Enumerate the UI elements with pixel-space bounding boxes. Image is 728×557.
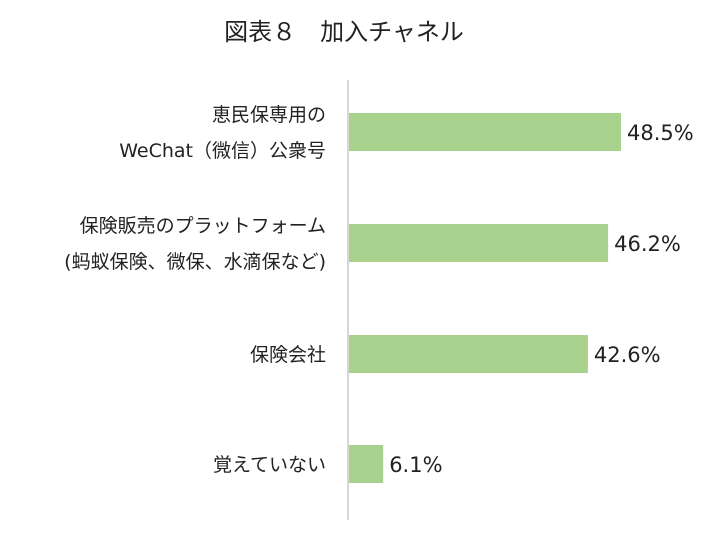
category-label-3-line-1: 保険会社 (250, 344, 326, 366)
category-label-2-line-2: (蚂蚁保険、微保、水滴保など) (64, 251, 326, 273)
value-label-2: 46.2% (614, 232, 681, 256)
category-label-2-line-1: 保険販売のプラットフォーム (80, 215, 326, 237)
value-labels-group: 48.5% 46.2% 42.6% 6.1% (389, 121, 694, 477)
bars-group (349, 113, 621, 483)
value-label-3: 42.6% (594, 343, 661, 367)
value-label-4: 6.1% (389, 453, 442, 477)
bar-2 (349, 224, 609, 262)
category-label-4-line-1: 覚えていない (213, 454, 326, 476)
chart-title: 図表８ 加入チャネル (224, 18, 464, 46)
bar-1 (349, 113, 621, 151)
category-label-1-line-2: WeChat（微信）公衆号 (119, 140, 326, 162)
bar-4 (349, 445, 384, 483)
bar-3 (349, 335, 588, 373)
value-label-1: 48.5% (627, 121, 694, 145)
category-label-1-line-1: 恵民保専用の (212, 104, 326, 126)
